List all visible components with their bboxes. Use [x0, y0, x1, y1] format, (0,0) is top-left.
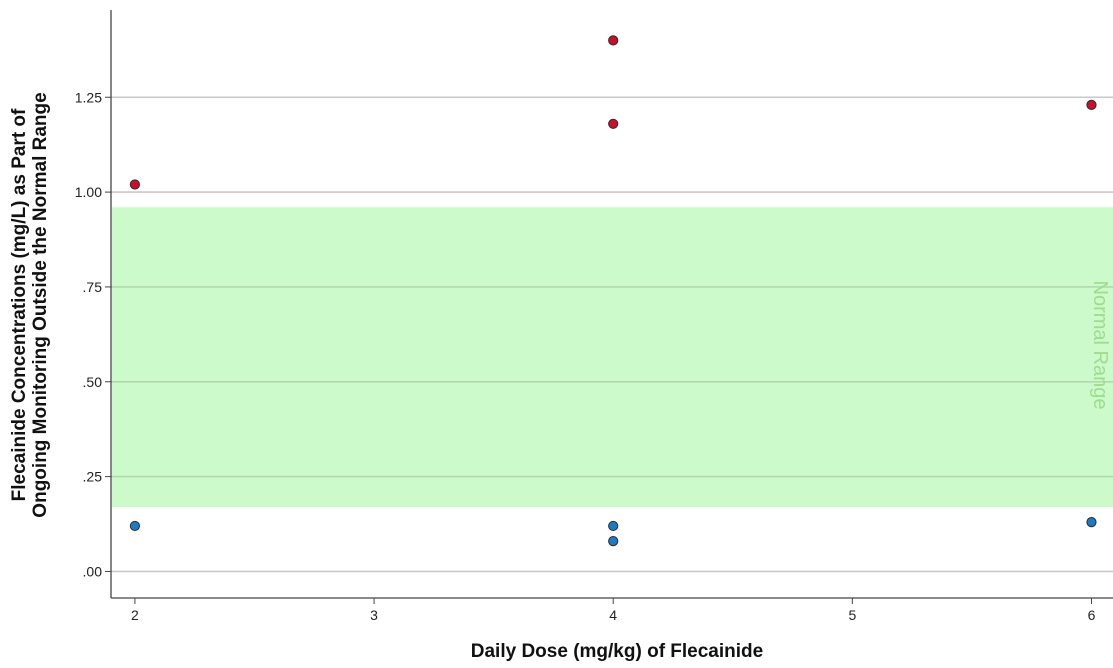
y-tick-label: .75: [83, 279, 103, 295]
gridlines: [111, 96, 1113, 573]
normal-range-band: [112, 207, 1113, 507]
data-point: [129, 179, 141, 190]
axes: .00 .25 .50 .75 1.00 1.25 2 3 4 5 6: [75, 10, 1113, 623]
y-tick-label: .00: [83, 563, 103, 579]
chart-labels: Daily Dose (mg/kg) of Flecainide Flecain…: [9, 92, 1111, 662]
x-tick-label: 6: [1088, 607, 1096, 623]
y-axis-title-line-2: Ongoing Monitoring Outside the Normal Ra…: [30, 92, 51, 517]
data-point: [1086, 99, 1097, 110]
data-point: [608, 35, 619, 46]
y-tick-label: .50: [83, 374, 103, 390]
data-point: [608, 520, 619, 532]
data-point: [608, 118, 619, 129]
data-points: [129, 35, 1097, 547]
data-point: [129, 520, 141, 532]
data-point: [1086, 517, 1097, 528]
x-tick-label: 2: [131, 607, 139, 623]
normal-range-label: Normal Range: [1089, 281, 1111, 410]
data-point: [608, 535, 619, 547]
x-tick-label: 4: [609, 607, 617, 623]
y-tick-label: 1.25: [75, 89, 102, 105]
y-tick-label: 1.00: [75, 184, 102, 200]
x-tick-label: 3: [370, 607, 378, 623]
x-axis-title: Daily Dose (mg/kg) of Flecainide: [471, 641, 763, 662]
x-tick-label: 5: [848, 607, 856, 623]
y-axis-title-line-1: Flecainide Concentrations (mg/L) as Part…: [9, 108, 30, 501]
y-tick-label: .25: [83, 469, 103, 485]
normal-range-layer: [112, 207, 1113, 507]
